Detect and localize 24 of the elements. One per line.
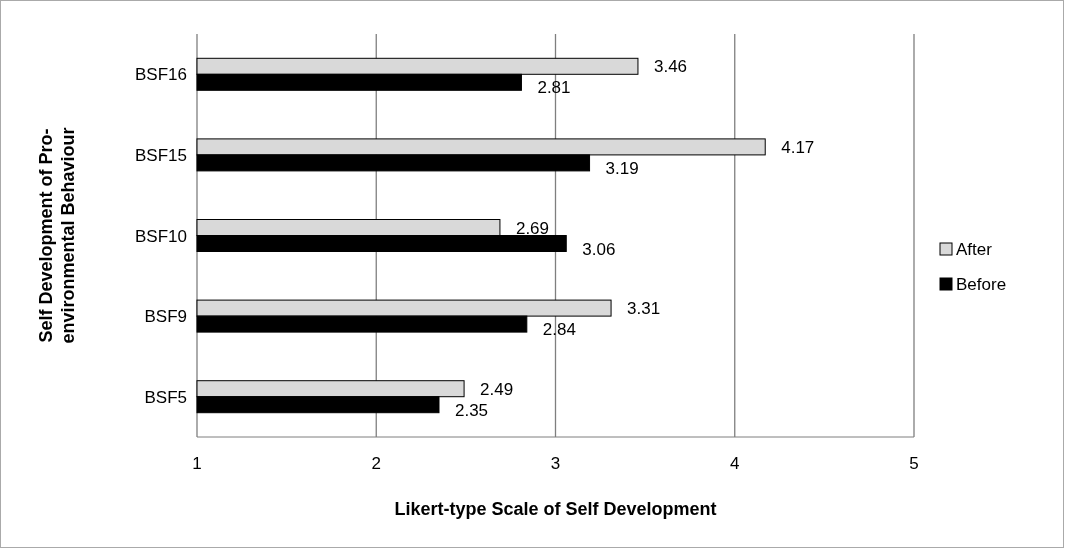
x-tick-label: 1 [192, 454, 202, 473]
data-label: 4.17 [781, 137, 815, 157]
legend-label: After [956, 240, 993, 259]
x-axis-title: Likert-type Scale of Self Development [394, 499, 717, 519]
y-tick-label: BSF10 [135, 226, 187, 246]
data-label: 2.84 [542, 320, 576, 340]
x-tick-label: 3 [550, 454, 561, 473]
legend-label: Before [956, 275, 1007, 294]
data-label: 3.46 [653, 57, 688, 77]
y-tick-label: BSF9 [144, 307, 187, 327]
data-label: 3.31 [627, 299, 661, 319]
x-tick-label: 5 [909, 454, 919, 473]
data-label: 2.35 [454, 400, 489, 420]
y-tick-label: BSF16 [135, 65, 187, 85]
y-tick-label: BSF5 [144, 387, 187, 407]
x-tick-label: 2 [371, 454, 381, 473]
data-label: 3.19 [605, 158, 639, 178]
data-label: 2.49 [480, 379, 514, 399]
data-label: 2.81 [537, 78, 571, 98]
y-tick-label: BSF15 [135, 145, 187, 165]
y-axis-title: Self Development of Pro-environmental Behaviour [36, 127, 78, 344]
data-label: 3.06 [582, 239, 616, 259]
data-label: 2.69 [515, 218, 550, 238]
x-tick-label: 4 [730, 454, 740, 473]
